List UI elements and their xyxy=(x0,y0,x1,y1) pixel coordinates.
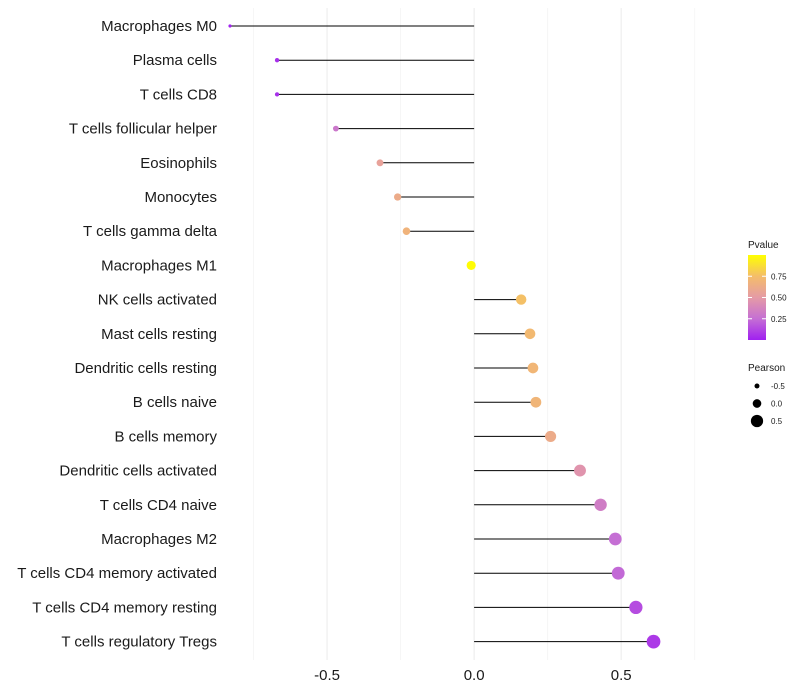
category-label: T cells CD8 xyxy=(140,86,217,103)
lollipop-stems xyxy=(230,25,654,643)
category-label: Dendritic cells resting xyxy=(74,360,217,377)
lollipop-dot xyxy=(611,566,625,580)
colorbar-tick-label: 0.25 xyxy=(771,315,787,324)
lollipop-dot xyxy=(402,227,411,235)
lollipop-dot xyxy=(332,125,339,132)
pvalue-legend-title: Pvalue xyxy=(748,240,779,251)
lollipop-dot xyxy=(274,92,280,97)
pearson-legend-dot xyxy=(754,383,760,389)
category-label: T cells follicular helper xyxy=(69,121,217,138)
pearson-legend-label: 0.5 xyxy=(771,417,783,426)
lollipop-dot xyxy=(524,328,536,340)
x-tick-label: -0.5 xyxy=(314,667,340,684)
colorbar-tick-label: 0.75 xyxy=(771,272,787,281)
pvalue-legend: Pvalue 0.75 0.50 0.25 xyxy=(748,240,787,340)
category-label: T cells gamma delta xyxy=(83,223,218,240)
grid-lines xyxy=(253,8,696,660)
pvalue-colorbar xyxy=(748,255,766,340)
lollipop-dot xyxy=(376,159,384,167)
lollipop-dot xyxy=(228,24,232,28)
lollipop-dot xyxy=(646,634,661,649)
category-label: T cells regulatory Tregs xyxy=(61,634,217,651)
x-axis-tick-labels: -0.5 0.0 0.5 xyxy=(314,667,631,684)
pearson-legend-dot xyxy=(752,399,762,408)
lollipop-dot xyxy=(574,464,586,477)
x-tick-label: 0.0 xyxy=(464,667,485,684)
pearson-legend-items: -0.5 0.0 0.5 xyxy=(750,382,785,428)
category-label: Macrophages M1 xyxy=(101,257,217,274)
category-label: B cells naive xyxy=(133,394,217,411)
category-label: T cells CD4 naive xyxy=(100,497,217,514)
category-label: Plasma cells xyxy=(133,52,217,69)
category-label: Dendritic cells activated xyxy=(59,463,217,480)
lollipop-dot xyxy=(608,532,622,546)
lollipop-dot xyxy=(527,362,539,374)
lollipop-dot xyxy=(594,498,607,511)
pvalue-legend-ticks: 0.75 0.50 0.25 xyxy=(748,272,787,324)
lollipop-dot xyxy=(530,396,542,408)
category-label: T cells CD4 memory activated xyxy=(17,565,217,582)
pearson-legend-dot xyxy=(750,414,764,428)
lollipop-dot xyxy=(545,430,557,442)
pearson-legend-label: 0.0 xyxy=(771,400,783,409)
pearson-legend-label: -0.5 xyxy=(771,382,785,391)
category-label: Monocytes xyxy=(144,189,217,206)
colorbar-tick-label: 0.50 xyxy=(771,294,787,303)
lollipop-dot xyxy=(274,58,280,63)
lollipop-dot xyxy=(393,193,402,201)
category-label: Macrophages M0 xyxy=(101,18,217,35)
category-label: Macrophages M2 xyxy=(101,531,217,548)
pearson-legend-title: Pearson xyxy=(748,363,785,374)
category-label: Mast cells resting xyxy=(101,326,217,343)
lollipop-dot xyxy=(629,600,643,615)
lollipop-dot xyxy=(466,260,476,270)
y-axis-category-labels: Macrophages M0 Plasma cells T cells CD8 T c… xyxy=(17,18,217,651)
category-label: B cells memory xyxy=(114,428,217,445)
category-label: Eosinophils xyxy=(140,155,217,172)
lollipop-dot xyxy=(515,294,527,305)
lollipop-dots xyxy=(228,24,661,649)
category-label: T cells CD4 memory resting xyxy=(32,599,217,616)
pearson-legend: Pearson -0.5 0.0 0.5 xyxy=(748,363,785,428)
x-tick-label: 0.5 xyxy=(611,667,632,684)
category-label: NK cells activated xyxy=(98,292,217,309)
